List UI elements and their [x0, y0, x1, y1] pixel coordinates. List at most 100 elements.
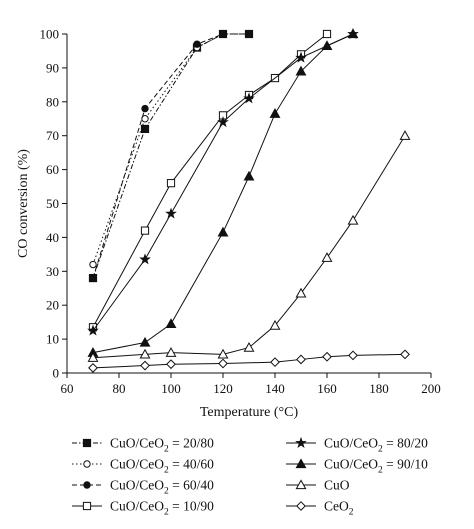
data-point [141, 104, 149, 113]
legend-marker [82, 501, 92, 511]
data-point [165, 347, 177, 357]
legend-label-ratio: = 80/20 [383, 436, 428, 451]
legend-label-text: CuO/CeO [324, 457, 378, 472]
legend-marker [295, 458, 307, 469]
y-tick-label: 40 [46, 230, 59, 245]
legend-marker [83, 460, 91, 468]
data-point [321, 40, 333, 51]
data-point [243, 170, 255, 181]
data-point [193, 40, 201, 48]
series-1 [89, 30, 253, 269]
legend-label: CuO/CeO2 = 40/60 [110, 457, 214, 476]
legend-entry: CuO/CeO2 = 80/20 [286, 436, 428, 455]
data-point [269, 319, 281, 330]
data-point [165, 318, 177, 329]
legend-entry: CuO/CeO2 = 60/40 [72, 478, 214, 497]
data-point [322, 29, 332, 39]
data-point [295, 65, 307, 76]
data-point [243, 341, 255, 352]
x-tick-label: 200 [421, 381, 441, 396]
y-tick-label: 90 [46, 60, 59, 75]
data-point [243, 92, 255, 104]
data-point [87, 324, 99, 336]
legend-label-text: CeO [324, 499, 349, 514]
legend-label: CuO/CeO2 = 20/80 [110, 436, 214, 455]
data-point [219, 30, 227, 38]
legend-label: CuO/CeO2 = 90/10 [324, 457, 428, 476]
data-point [87, 352, 99, 362]
x-axis-title: Temperature (°C) [200, 405, 299, 420]
y-tick-label: 10 [46, 332, 59, 347]
legend-entry: CuO [286, 478, 350, 493]
data-point [269, 108, 281, 118]
legend-marker [295, 479, 307, 490]
data-point [139, 253, 151, 265]
legend-label-text: CuO/CeO [110, 499, 164, 514]
data-point [140, 124, 150, 134]
data-point [295, 287, 307, 298]
legend-label-subscript: 2 [164, 466, 169, 476]
series-line [92, 33, 328, 328]
legend-label-ratio: = 20/80 [169, 436, 214, 451]
y-tick-label: 100 [40, 27, 60, 42]
data-point [400, 349, 410, 360]
series-5 [87, 28, 359, 357]
data-point [347, 28, 359, 39]
y-tick-label: 70 [46, 128, 59, 143]
legend-label-subscript: 2 [164, 508, 169, 518]
y-tick-label: 60 [46, 162, 59, 177]
data-point [218, 358, 228, 369]
legend-entry: CuO/CeO2 = 90/10 [286, 457, 428, 476]
y-tick-label: 20 [46, 298, 59, 313]
data-point [166, 179, 176, 188]
legend-entry: CuO/CeO2 = 10/90 [72, 499, 214, 518]
data-point [140, 360, 150, 371]
legend-marker [83, 481, 91, 489]
legend-label-text: CuO/CeO [110, 436, 164, 451]
series-6 [87, 130, 411, 362]
legend-label-text: CuO/CeO [110, 478, 164, 493]
series-0 [88, 29, 254, 283]
data-point [322, 351, 332, 362]
y-tick-label: 50 [46, 196, 59, 211]
x-tick-label: 100 [161, 381, 181, 396]
legend-label-ratio: = 10/90 [169, 499, 214, 514]
legend-entry: CuO/CeO2 = 20/80 [72, 436, 214, 455]
x-tick-label: 140 [265, 381, 285, 396]
legend-label-ratio: = 40/60 [169, 457, 214, 472]
data-point [217, 116, 229, 128]
data-point [166, 359, 176, 370]
series-line [92, 33, 354, 354]
data-point [295, 51, 307, 63]
series-4 [87, 27, 359, 336]
data-point [165, 207, 177, 219]
legend-label: CuO [324, 478, 350, 493]
legend-label-subscript: 2 [164, 487, 169, 497]
legend-label: CuO/CeO2 = 60/40 [110, 478, 214, 497]
data-point [399, 130, 411, 140]
axes: 60 80 100 120 140 160 180 200 0 10 20 30 40 50 60 70 80 9… [16, 27, 441, 421]
data-point [217, 348, 229, 359]
series-line [92, 135, 406, 359]
legend-label-text: CuO/CeO [110, 457, 164, 472]
y-tick-label: 80 [46, 94, 59, 109]
legend-label-subscript: 2 [349, 508, 354, 518]
x-axis-title-unit: °C) [279, 405, 299, 420]
data-point [89, 274, 97, 282]
legend-label-ratio: = 60/40 [169, 478, 214, 493]
data-point [296, 354, 306, 365]
legend-label: CuO/CeO2 = 10/90 [110, 499, 214, 518]
series-line [92, 33, 249, 279]
x-tick-label: 180 [369, 381, 389, 396]
data-point [139, 336, 151, 347]
plot-area [87, 27, 411, 373]
y-axis-title: CO conversion (%) [16, 149, 31, 258]
legend-label-subscript: 2 [378, 445, 383, 455]
legend-label-text: CuO/CeO [324, 436, 378, 451]
legend-label-subscript: 2 [164, 445, 169, 455]
data-point [89, 260, 97, 269]
data-point [88, 363, 98, 373]
legend-label: CeO2 [324, 499, 354, 518]
series-line [92, 33, 249, 279]
